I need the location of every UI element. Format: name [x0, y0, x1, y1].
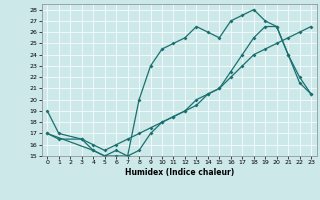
X-axis label: Humidex (Indice chaleur): Humidex (Indice chaleur): [124, 168, 234, 177]
